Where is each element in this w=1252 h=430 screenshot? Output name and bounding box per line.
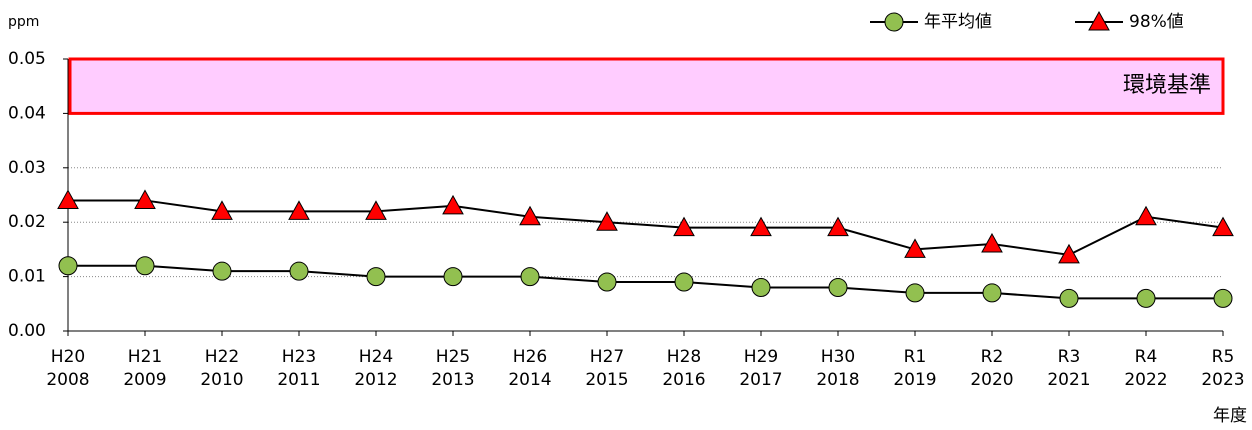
series-line <box>68 264 1223 300</box>
point <box>1058 243 1080 264</box>
point <box>1136 288 1156 308</box>
point <box>211 200 233 220</box>
x-tick-label: 2020 <box>970 370 1013 390</box>
x-tick-label: 2017 <box>739 370 782 390</box>
point <box>597 272 617 292</box>
band-label: 環境基準 <box>1123 73 1211 98</box>
point <box>366 267 386 287</box>
point <box>904 238 926 258</box>
y-tick-label: 0.04 <box>8 103 46 123</box>
x-tick-label: H20 <box>51 347 85 367</box>
point <box>288 200 310 220</box>
legend-marker <box>1088 10 1110 31</box>
legend-marker <box>884 12 904 32</box>
standard-band <box>68 57 1225 115</box>
point <box>1213 288 1233 308</box>
point <box>520 267 540 287</box>
x-tick-label: 2021 <box>1047 370 1090 390</box>
point <box>751 277 771 297</box>
x-tick-label: H24 <box>359 347 393 367</box>
x-tick-label: 2023 <box>1201 370 1244 390</box>
point <box>1212 216 1234 237</box>
x-tick-label: 2009 <box>123 370 166 390</box>
x-tick-label: H27 <box>590 347 624 367</box>
x-tick-label: H30 <box>821 347 855 367</box>
point <box>1135 205 1157 226</box>
x-tick-label: H26 <box>513 347 547 367</box>
x-tick-label: 2019 <box>893 370 936 390</box>
x-tick-label: 2011 <box>277 370 320 390</box>
x-tick-label: H28 <box>667 347 701 367</box>
point <box>982 283 1002 303</box>
point <box>135 256 155 276</box>
point <box>674 272 694 292</box>
point <box>981 232 1003 253</box>
x-tick-label: H21 <box>128 347 162 367</box>
point <box>1059 288 1079 308</box>
x-tick-label: 2018 <box>816 370 859 390</box>
x-tick-label: R5 <box>1212 347 1235 367</box>
point <box>828 277 848 297</box>
x-tick-label: R2 <box>981 347 1004 367</box>
point <box>442 194 464 215</box>
x-tick-label: H25 <box>436 347 470 367</box>
series-line <box>68 199 1224 256</box>
x-tick-label: 2015 <box>585 370 628 390</box>
x-tick-label: 2014 <box>508 370 551 390</box>
legend-label: 年平均値 <box>924 12 992 32</box>
x-tick-label: H29 <box>744 347 778 367</box>
x-axis-label: 年度 <box>1213 406 1247 426</box>
x-tick-label: 2016 <box>662 370 705 390</box>
point <box>58 256 78 276</box>
x-tick-label: R4 <box>1135 347 1158 367</box>
point <box>827 216 849 237</box>
point <box>289 261 309 281</box>
point <box>57 189 79 209</box>
point <box>905 283 925 303</box>
y-tick-label: 0.02 <box>8 212 46 232</box>
x-tick-label: R3 <box>1058 347 1081 367</box>
y-tick-label: 0.03 <box>8 158 46 178</box>
x-tick-label: H23 <box>282 347 316 367</box>
y-tick-label: 0.01 <box>8 267 46 287</box>
point <box>596 211 618 231</box>
point <box>519 205 541 226</box>
legend-label: 98%値 <box>1129 12 1184 32</box>
point <box>365 200 387 220</box>
x-tick-label: 2012 <box>354 370 397 390</box>
y-tick-label: 0.05 <box>8 49 46 69</box>
x-tick-label: 2008 <box>46 370 89 390</box>
point <box>673 216 695 237</box>
x-tick-label: 2022 <box>1124 370 1167 390</box>
point <box>443 267 463 287</box>
y-unit: ppm <box>8 14 39 30</box>
point <box>212 261 232 281</box>
point <box>750 216 772 237</box>
x-tick-label: H22 <box>205 347 239 367</box>
x-tick-label: 2010 <box>200 370 243 390</box>
point <box>134 189 156 209</box>
y-tick-label: 0.00 <box>8 321 46 341</box>
x-tick-label: R1 <box>904 347 927 367</box>
x-tick-label: 2013 <box>431 370 474 390</box>
